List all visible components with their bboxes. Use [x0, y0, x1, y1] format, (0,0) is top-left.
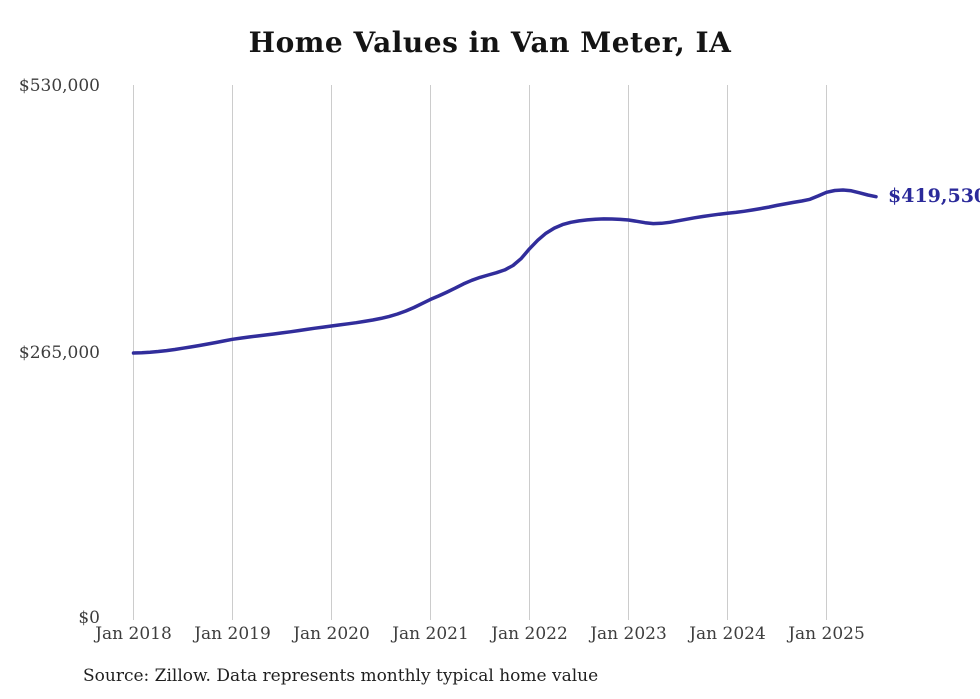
x-tick-label-jan-2020: Jan 2020 — [293, 624, 370, 644]
x-tick-label-jan-2022: Jan 2022 — [491, 624, 568, 644]
x-tick-label-jan-2025: Jan 2025 — [788, 624, 865, 644]
x-tick-label-jan-2024: Jan 2024 — [689, 624, 766, 644]
x-tick-label-jan-2019: Jan 2019 — [194, 624, 271, 644]
y-tick-label-0: $0 — [78, 608, 100, 628]
y-tick-label-265000: $265,000 — [18, 343, 100, 363]
home-value-line-series — [131, 188, 878, 355]
x-tick-label-jan-2021: Jan 2021 — [392, 624, 469, 644]
final-value-callout: $419,530 — [888, 184, 980, 207]
x-tick-label-jan-2023: Jan 2023 — [590, 624, 667, 644]
y-tick-label-530000: $530,000 — [18, 76, 100, 96]
source-attribution: Source: Zillow. Data represents monthly … — [83, 666, 599, 686]
chart-title: Home Values in Van Meter, IA — [248, 26, 732, 59]
year-gridlines — [133, 85, 827, 620]
x-tick-label-jan-2018: Jan 2018 — [95, 624, 172, 644]
